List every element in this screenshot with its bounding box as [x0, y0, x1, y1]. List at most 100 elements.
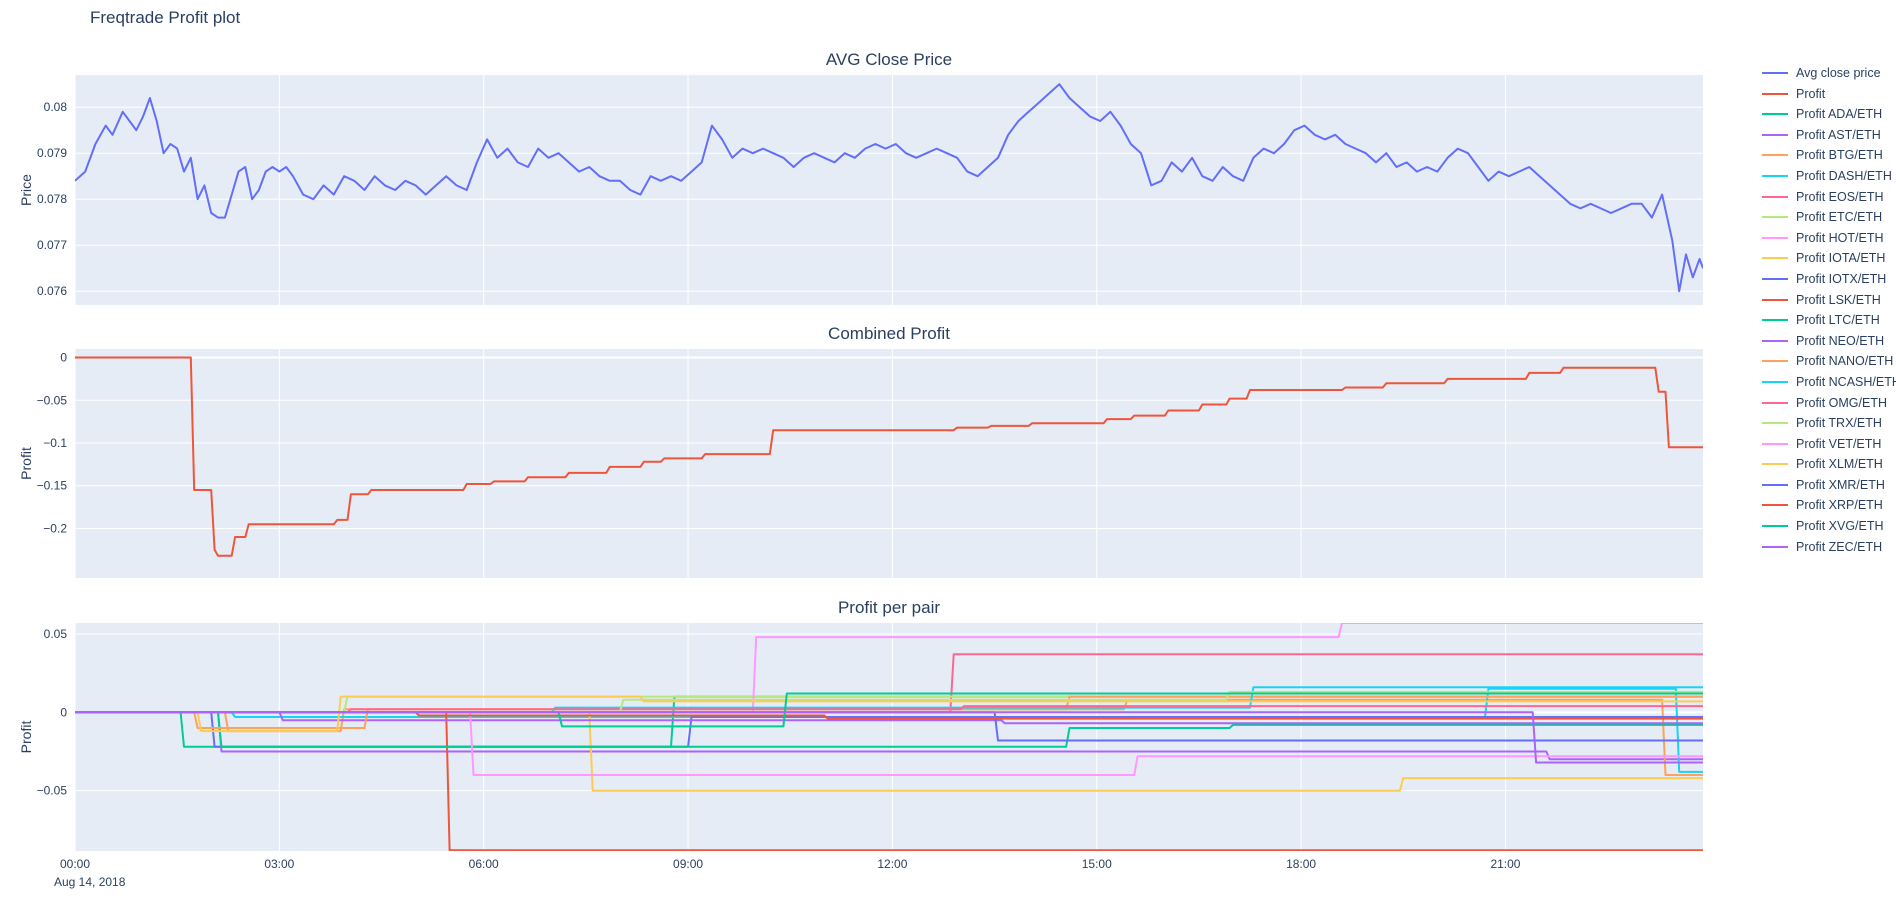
legend-item-label: Profit XLM/ETH [1796, 457, 1883, 472]
legend-item-profit-ast-eth[interactable]: Profit AST/ETH [1762, 128, 1896, 142]
legend-line-swatch-icon [1762, 236, 1788, 239]
legend-item-profit-xrp-eth[interactable]: Profit XRP/ETH [1762, 498, 1896, 512]
legend-item-profit-xmr-eth[interactable]: Profit XMR/ETH [1762, 478, 1896, 492]
legend: Avg close price Profit Profit ADA/ETH Profi… [1762, 66, 1896, 554]
legend-item-label: Profit BTG/ETH [1796, 148, 1883, 163]
legend-item-profit-hot-eth[interactable]: Profit HOT/ETH [1762, 231, 1896, 245]
legend-item-profit-ada-eth[interactable]: Profit ADA/ETH [1762, 107, 1896, 121]
legend-line-swatch-icon [1762, 257, 1788, 260]
y-tick-label: −0.05 [37, 393, 68, 407]
legend-item-profit[interactable]: Profit [1762, 87, 1896, 101]
x-tick-label: 21:00 [1490, 857, 1520, 871]
legend-item-label: Profit LTC/ETH [1796, 313, 1880, 328]
plot-area[interactable] [75, 623, 1703, 851]
y-tick-label: −0.15 [37, 479, 68, 493]
legend-item-label: Profit TRX/ETH [1796, 416, 1882, 431]
legend-item-label: Profit NCASH/ETH [1796, 374, 1896, 389]
series-line[interactable] [75, 695, 1703, 729]
legend-line-swatch-icon [1762, 174, 1788, 177]
series-line[interactable] [75, 83, 1703, 293]
legend-item-label: Profit OMG/ETH [1796, 395, 1887, 410]
legend-item-profit-vet-eth[interactable]: Profit VET/ETH [1762, 437, 1896, 451]
legend-item-label: Profit IOTX/ETH [1796, 271, 1887, 286]
legend-item-label: Profit ZEC/ETH [1796, 539, 1883, 554]
legend-item-profit-zec-eth[interactable]: Profit ZEC/ETH [1762, 540, 1896, 554]
legend-line-swatch-icon [1762, 380, 1788, 383]
legend-item-label: Profit LSK/ETH [1796, 292, 1881, 307]
legend-item-profit-xlm-eth[interactable]: Profit XLM/ETH [1762, 457, 1896, 471]
legend-item-profit-neo-eth[interactable]: Profit NEO/ETH [1762, 334, 1896, 348]
legend-item-label: Profit NEO/ETH [1796, 333, 1885, 348]
legend-item-label: Profit ETC/ETH [1796, 210, 1883, 225]
y-tick-label: 0 [60, 351, 67, 365]
y-tick-label: −0.2 [43, 521, 67, 535]
subplot-profit-per-pair[interactable] [74, 623, 1703, 851]
legend-item-profit-btg-eth[interactable]: Profit BTG/ETH [1762, 148, 1896, 162]
legend-item-profit-omg-eth[interactable]: Profit OMG/ETH [1762, 396, 1896, 410]
series-line[interactable] [75, 356, 1703, 557]
legend-line-swatch-icon [1762, 113, 1788, 116]
y-tick-label: 0.079 [37, 146, 67, 160]
y-axis-title: Price [18, 174, 34, 206]
x-tick-label: 06:00 [469, 857, 499, 871]
legend-item-profit-etc-eth[interactable]: Profit ETC/ETH [1762, 210, 1896, 224]
series-line[interactable] [75, 695, 1703, 733]
subplot-title: Combined Profit [828, 324, 950, 343]
x-tick-label: 18:00 [1286, 857, 1316, 871]
legend-line-swatch-icon [1762, 463, 1788, 466]
legend-item-label: Profit AST/ETH [1796, 127, 1881, 142]
legend-line-swatch-icon [1762, 360, 1788, 363]
legend-item-profit-iota-eth[interactable]: Profit IOTA/ETH [1762, 251, 1896, 265]
y-tick-label: 0.08 [44, 100, 68, 114]
x-tick-label: 00:00 [60, 857, 90, 871]
legend-item-profit-ltc-eth[interactable]: Profit LTC/ETH [1762, 313, 1896, 327]
legend-line-swatch-icon [1762, 277, 1788, 280]
legend-item-profit-eos-eth[interactable]: Profit EOS/ETH [1762, 190, 1896, 204]
series-line[interactable] [75, 711, 1703, 748]
legend-item-profit-ncash-eth[interactable]: Profit NCASH/ETH [1762, 375, 1896, 389]
legend-line-swatch-icon [1762, 216, 1788, 219]
x-axis-date-label: Aug 14, 2018 [54, 875, 126, 889]
legend-line-swatch-icon [1762, 154, 1788, 157]
legend-item-label: Profit VET/ETH [1796, 436, 1882, 451]
y-axis-title: Profit [18, 721, 34, 754]
y-tick-label: 0.076 [37, 284, 67, 298]
y-tick-label: −0.05 [37, 784, 68, 798]
legend-item-label: Profit EOS/ETH [1796, 189, 1884, 204]
subplot-combined-profit[interactable] [74, 349, 1703, 578]
plot-area[interactable] [75, 349, 1703, 578]
legend-item-profit-nano-eth[interactable]: Profit NANO/ETH [1762, 354, 1896, 368]
y-axis-title: Profit [18, 447, 34, 480]
legend-line-swatch-icon [1762, 442, 1788, 445]
legend-item-profit-xvg-eth[interactable]: Profit XVG/ETH [1762, 519, 1896, 533]
legend-item-profit-trx-eth[interactable]: Profit TRX/ETH [1762, 416, 1896, 430]
legend-item-profit-dash-eth[interactable]: Profit DASH/ETH [1762, 169, 1896, 183]
legend-item-label: Profit IOTA/ETH [1796, 251, 1886, 266]
legend-line-swatch-icon [1762, 401, 1788, 404]
x-tick-label: 09:00 [673, 857, 703, 871]
y-tick-label: −0.1 [43, 436, 67, 450]
page-title: Freqtrade Profit plot [90, 8, 241, 27]
legend-item-label: Profit XVG/ETH [1796, 519, 1884, 534]
subplot-avg-close-price[interactable] [74, 75, 1703, 305]
legend-item-label: Avg close price [1796, 66, 1881, 80]
legend-item-label: Profit XMR/ETH [1796, 477, 1885, 492]
legend-item-avg-close-price[interactable]: Avg close price [1762, 66, 1896, 80]
series-line[interactable] [75, 711, 1703, 764]
legend-item-label: Profit NANO/ETH [1796, 354, 1894, 369]
legend-line-swatch-icon [1762, 525, 1788, 528]
legend-item-profit-iotx-eth[interactable]: Profit IOTX/ETH [1762, 272, 1896, 286]
x-tick-label: 15:00 [1082, 857, 1112, 871]
legend-item-label: Profit DASH/ETH [1796, 168, 1892, 183]
y-tick-label: 0.05 [44, 627, 68, 641]
x-tick-label: 12:00 [877, 857, 907, 871]
legend-line-swatch-icon [1762, 72, 1788, 74]
legend-line-swatch-icon [1762, 133, 1788, 136]
legend-item-profit-lsk-eth[interactable]: Profit LSK/ETH [1762, 293, 1896, 307]
legend-line-swatch-icon [1762, 545, 1788, 548]
legend-line-swatch-icon [1762, 92, 1788, 95]
legend-item-label: Profit XRP/ETH [1796, 498, 1883, 513]
plot-area[interactable] [75, 75, 1703, 305]
